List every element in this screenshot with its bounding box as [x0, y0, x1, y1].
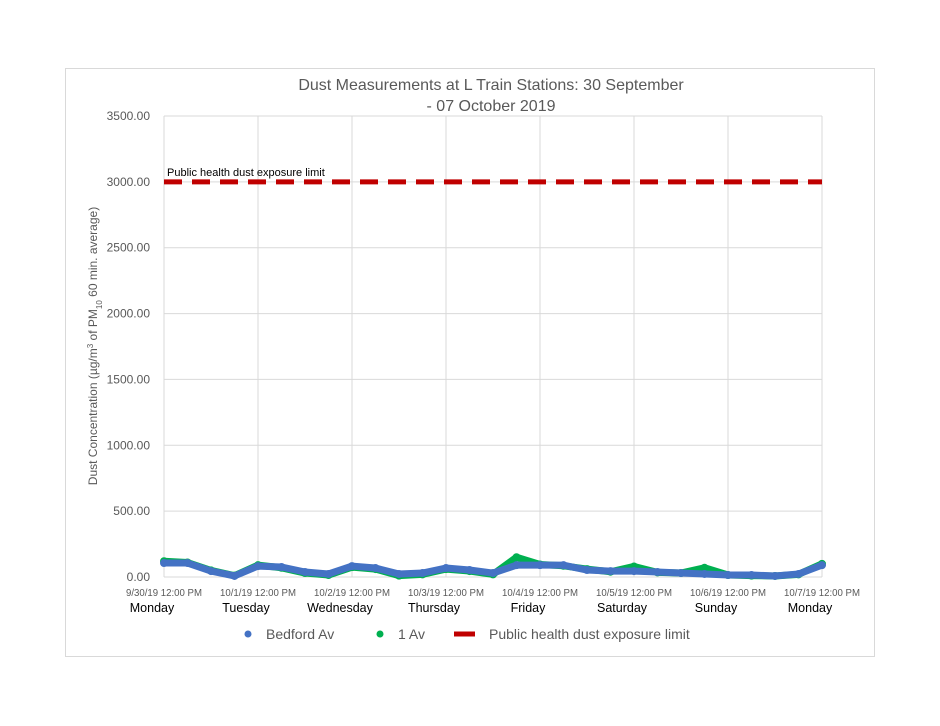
y-tick-label: 3000.00 [107, 175, 151, 189]
data-point [465, 566, 474, 575]
data-point [254, 562, 262, 571]
x-tick-label: 10/2/19 12:00 PM [314, 588, 390, 599]
y-tick-label: 3500.00 [107, 109, 151, 123]
x-tick-label: 10/1/19 12:00 PM [220, 588, 296, 599]
data-point [230, 571, 239, 580]
data-point [700, 569, 709, 578]
data-point [442, 564, 450, 573]
x-tick-label: 10/3/19 12:00 PM [408, 588, 484, 599]
data-point [630, 567, 638, 576]
data-point [583, 566, 591, 575]
day-label: Wednesday [307, 601, 374, 615]
data-point [559, 561, 568, 570]
day-label: Thursday [408, 601, 461, 615]
y-tick-label: 500.00 [113, 504, 150, 518]
data-point [818, 561, 826, 570]
data-point [277, 562, 286, 571]
chart-title-line-2: - 07 October 2019 [427, 98, 556, 115]
data-point [606, 567, 615, 576]
day-label: Tuesday [222, 601, 270, 615]
data-point [183, 559, 192, 568]
data-point [653, 567, 662, 576]
x-tick-label: 10/4/19 12:00 PM [502, 588, 578, 599]
data-point [771, 571, 779, 580]
day-label: Sunday [695, 601, 738, 615]
y-tick-label: 1000.00 [107, 438, 151, 452]
data-point [512, 553, 521, 562]
day-label: Monday [130, 601, 175, 615]
chart-title-line-1: Dust Measurements at L Train Stations: 3… [298, 77, 684, 94]
legend-1-av-label: 1 Av [398, 626, 425, 642]
data-point [395, 569, 403, 578]
reference-line-label: Public health dust exposure limit [167, 167, 325, 179]
data-point [794, 569, 803, 578]
data-point [724, 571, 732, 580]
data-point [536, 561, 544, 570]
data-point [700, 563, 709, 572]
legend-bedford-av-label: Bedford Av [266, 626, 334, 642]
data-point [418, 569, 427, 578]
x-tick-label: 10/6/19 12:00 PM [690, 588, 766, 599]
data-point [371, 564, 380, 573]
day-label: Friday [511, 601, 546, 615]
chart-frame [65, 68, 875, 657]
data-point [747, 571, 756, 580]
data-point [489, 569, 497, 578]
legend-1-av-marker [376, 630, 384, 638]
day-label: Monday [788, 601, 833, 615]
data-point [324, 569, 333, 578]
y-tick-label: 2000.00 [107, 307, 151, 321]
x-tick-label: 10/5/19 12:00 PM [596, 588, 672, 599]
x-tick-label: 10/7/19 12:00 PM [784, 588, 860, 599]
y-tick-label: 2500.00 [107, 241, 151, 255]
data-point [348, 562, 356, 571]
data-point [512, 561, 521, 570]
legend-limit-label: Public health dust exposure limit [489, 626, 690, 642]
y-tick-label: 1500.00 [107, 372, 151, 386]
y-axis-label: Dust Concentration (µg/m3 of PM10 60 min… [86, 207, 104, 485]
data-point [160, 559, 168, 568]
data-point [301, 567, 309, 576]
data-point [677, 569, 685, 578]
x-tick-label: 9/30/19 12:00 PM [126, 588, 202, 599]
legend-bedford-av-marker [244, 630, 252, 638]
y-tick-label: 0.00 [127, 570, 151, 584]
data-point [207, 567, 215, 576]
day-label: Saturday [597, 601, 648, 615]
